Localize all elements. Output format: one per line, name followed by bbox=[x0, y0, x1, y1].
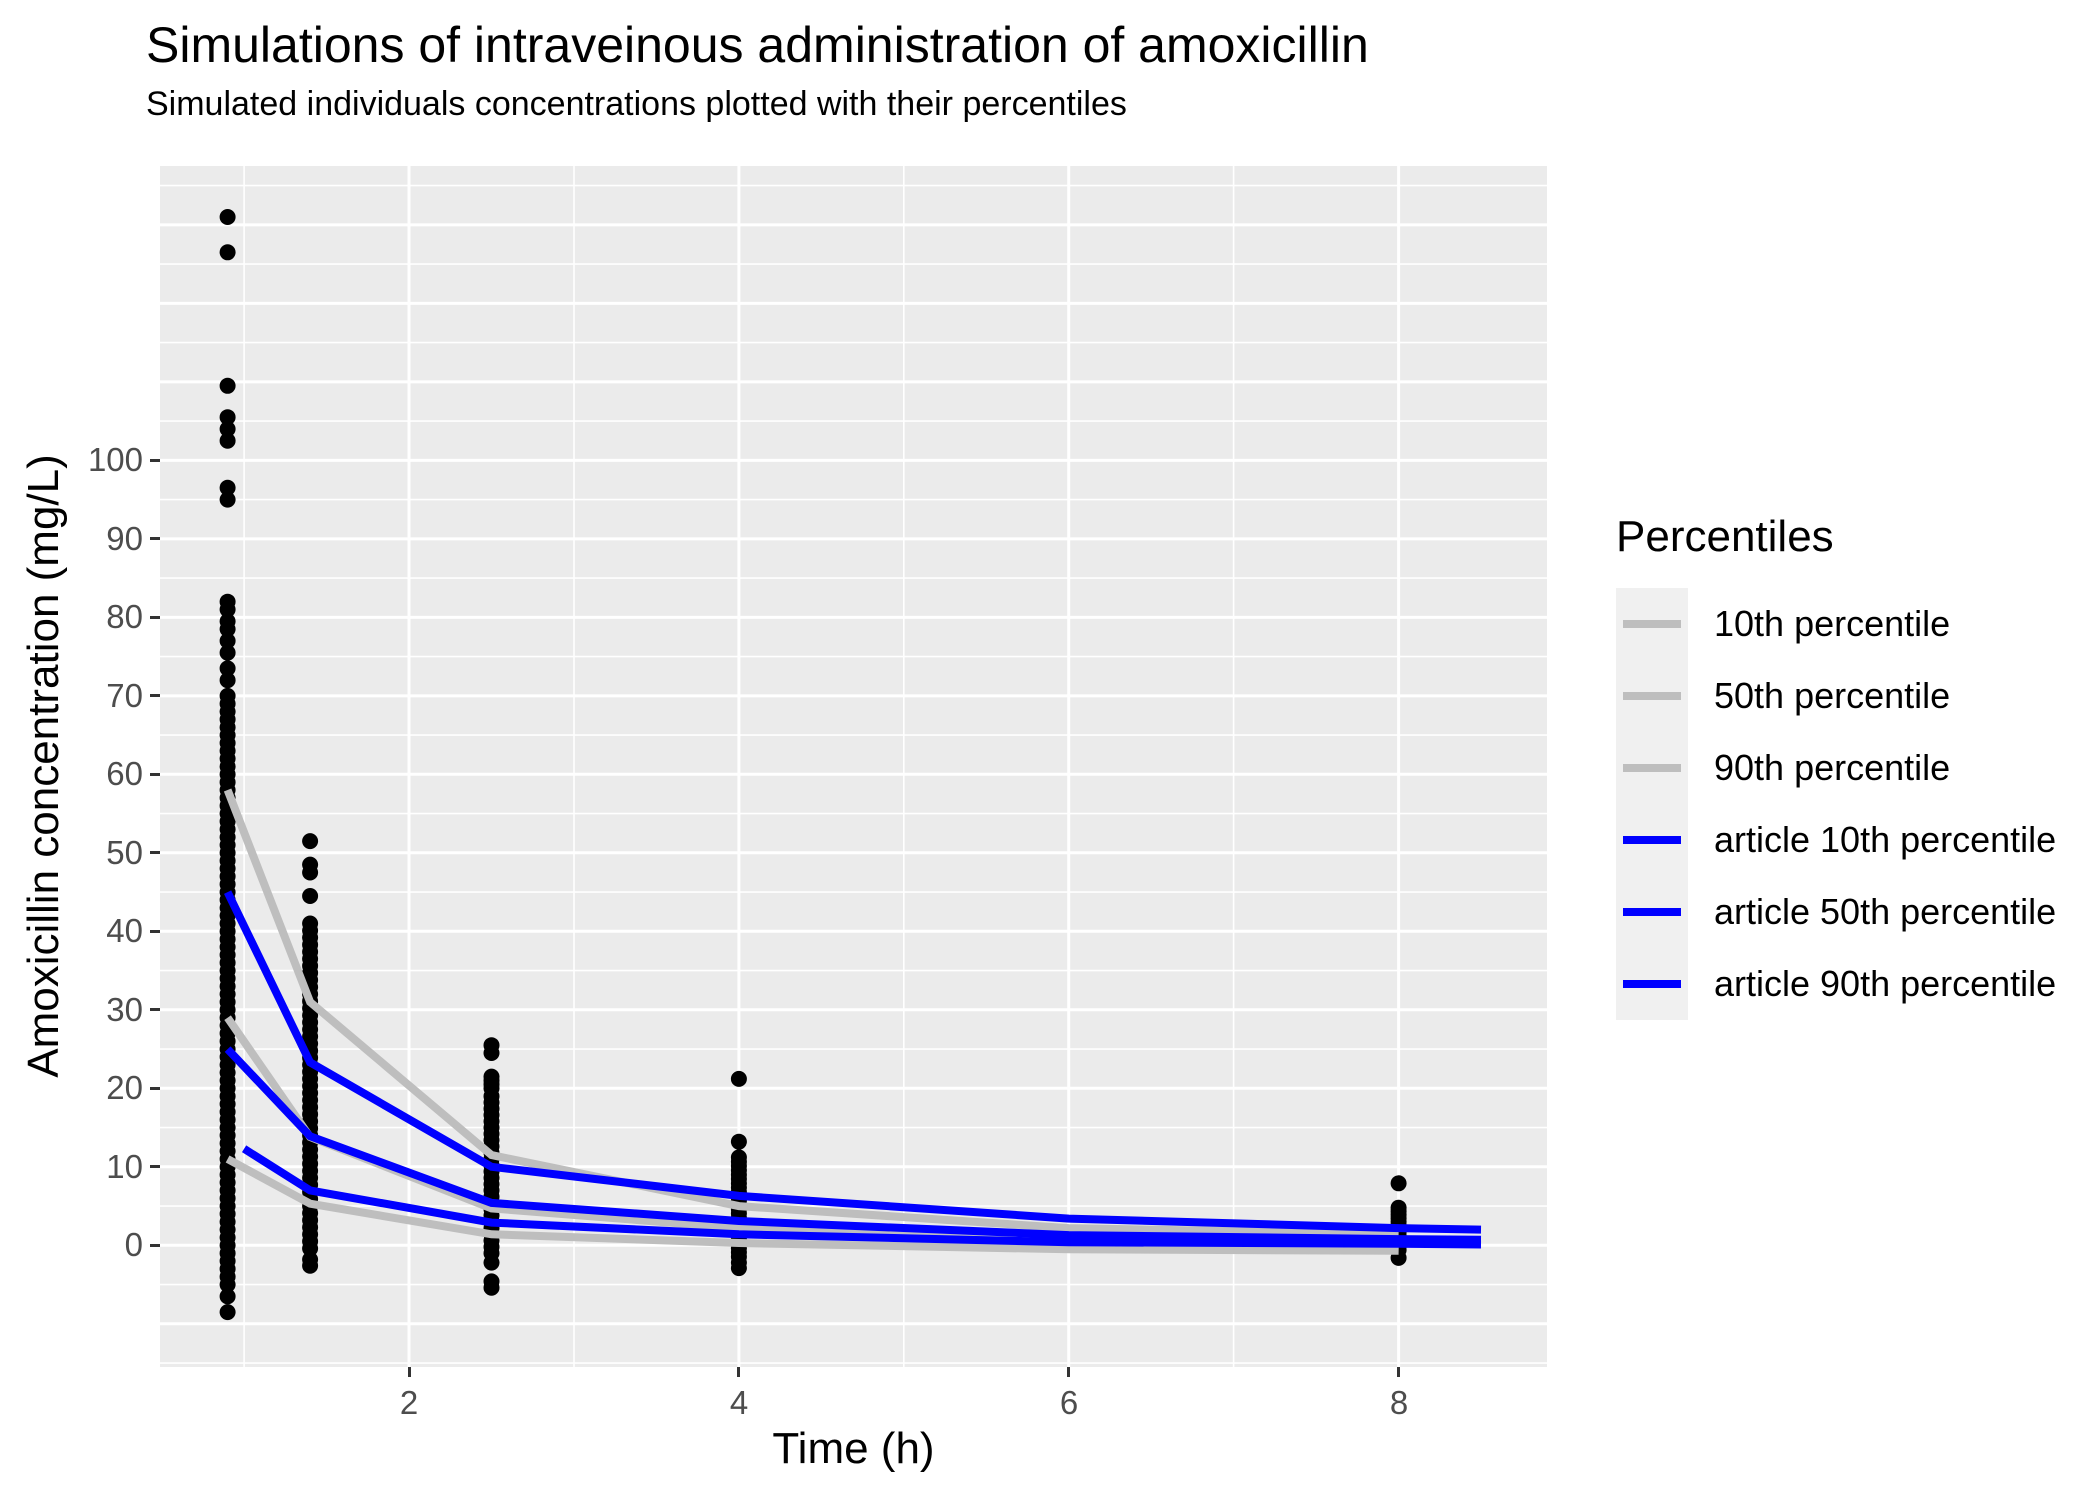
data-point bbox=[730, 1260, 747, 1277]
x-tick-mark bbox=[1067, 1367, 1070, 1377]
y-tick-mark bbox=[150, 616, 160, 619]
y-tick-label: 40 bbox=[106, 912, 143, 949]
y-tick-label: 30 bbox=[106, 991, 143, 1028]
data-point bbox=[219, 244, 236, 261]
plot-canvas bbox=[160, 166, 1547, 1367]
data-point bbox=[219, 209, 236, 225]
y-tick-label: 0 bbox=[124, 1226, 143, 1263]
plot-panel bbox=[160, 166, 1547, 1367]
data-point bbox=[302, 864, 319, 881]
legend-entry-label: 50th percentile bbox=[1714, 675, 1951, 716]
legend-entry: 50th percentile bbox=[1616, 660, 2056, 732]
y-tick-mark bbox=[150, 1008, 160, 1011]
legend-title: Percentiles bbox=[1616, 512, 1834, 561]
y-tick-label: 90 bbox=[106, 520, 143, 557]
percentile-line bbox=[225, 1155, 1399, 1255]
y-tick-label: 10 bbox=[106, 1148, 143, 1185]
x-axis-label: Time (h) bbox=[772, 1424, 935, 1473]
legend-key bbox=[1616, 588, 1688, 660]
scatter-points bbox=[219, 209, 1407, 1321]
y-tick-mark bbox=[150, 1087, 160, 1090]
y-tick-mark bbox=[150, 537, 160, 540]
y-tick-mark bbox=[150, 459, 160, 462]
data-point bbox=[1390, 1175, 1407, 1192]
y-tick-label: 60 bbox=[106, 755, 143, 792]
data-point bbox=[483, 1254, 500, 1271]
legend-key bbox=[1616, 732, 1688, 804]
legend-entry-label: 90th percentile bbox=[1714, 747, 1951, 788]
y-tick-label: 70 bbox=[106, 677, 143, 714]
data-point bbox=[219, 479, 236, 496]
y-tick-mark bbox=[150, 851, 160, 854]
data-point bbox=[219, 621, 236, 638]
y-tick-mark bbox=[150, 1244, 160, 1247]
data-point bbox=[219, 601, 236, 618]
data-point bbox=[219, 1288, 236, 1305]
legend-key bbox=[1616, 660, 1688, 732]
y-tick-label: 100 bbox=[87, 441, 143, 478]
legend-entry: 10th percentile bbox=[1616, 588, 2056, 660]
line-swatch-icon bbox=[1623, 836, 1681, 844]
y-axis-label: Amoxicillin concentration (mg/L) bbox=[19, 454, 68, 1078]
legend-entry: article 50th percentile bbox=[1616, 876, 2056, 948]
legend-key bbox=[1616, 876, 1688, 948]
chart-title: Simulations of intraveinous administrati… bbox=[146, 17, 1369, 73]
data-point bbox=[219, 672, 236, 689]
y-tick-label: 80 bbox=[106, 598, 143, 635]
x-tick-mark bbox=[408, 1367, 411, 1377]
x-tick-label: 6 bbox=[1059, 1384, 1079, 1421]
y-tick-mark bbox=[150, 1165, 160, 1168]
data-point bbox=[219, 421, 236, 437]
x-tick-mark bbox=[1397, 1367, 1400, 1377]
x-tick-label: 4 bbox=[729, 1384, 749, 1421]
data-point bbox=[219, 409, 236, 426]
y-tick-mark bbox=[150, 930, 160, 933]
percentile-line bbox=[241, 1145, 1482, 1249]
legend-key bbox=[1616, 948, 1688, 1020]
legend-entry: article 90th percentile bbox=[1616, 948, 2056, 1020]
line-swatch-icon bbox=[1623, 620, 1681, 628]
percentile-line bbox=[224, 890, 1482, 1234]
legend: Percentiles 10th percentile 50th percent… bbox=[1616, 512, 2056, 1020]
chart-subtitle: Simulated individuals concentrations plo… bbox=[146, 85, 1127, 123]
data-point bbox=[483, 1279, 500, 1296]
data-point bbox=[219, 1304, 236, 1321]
data-point bbox=[730, 1070, 747, 1087]
legend-entry-label: article 90th percentile bbox=[1714, 963, 2057, 1004]
data-point bbox=[302, 1257, 319, 1274]
y-tick-label: 50 bbox=[106, 834, 143, 871]
data-point bbox=[219, 660, 236, 677]
y-tick-mark bbox=[150, 773, 160, 776]
data-point bbox=[302, 888, 319, 904]
legend-entry-label: 10th percentile bbox=[1714, 603, 1951, 644]
data-point bbox=[219, 1276, 236, 1293]
y-tick-mark bbox=[150, 694, 160, 697]
legend-entry-label: article 10th percentile bbox=[1714, 819, 2057, 860]
legend-entry-label: article 50th percentile bbox=[1714, 891, 2057, 932]
x-tick-label: 2 bbox=[399, 1384, 419, 1421]
data-point bbox=[483, 1045, 500, 1061]
line-swatch-icon bbox=[1623, 764, 1681, 772]
line-swatch-icon bbox=[1623, 908, 1681, 916]
data-point bbox=[219, 632, 236, 649]
line-swatch-icon bbox=[1623, 980, 1681, 988]
data-point bbox=[219, 377, 236, 394]
y-tick-label: 20 bbox=[106, 1069, 143, 1106]
percentile-line bbox=[224, 1046, 1482, 1244]
x-tick-mark bbox=[737, 1367, 740, 1377]
data-point bbox=[219, 432, 236, 449]
data-point bbox=[302, 1240, 319, 1257]
data-point bbox=[730, 1133, 747, 1150]
data-point bbox=[219, 644, 236, 661]
data-point bbox=[219, 491, 236, 508]
legend-entry: article 10th percentile bbox=[1616, 804, 2056, 876]
line-swatch-icon bbox=[1623, 692, 1681, 700]
legend-entry: 90th percentile bbox=[1616, 732, 2056, 804]
legend-key bbox=[1616, 804, 1688, 876]
data-point bbox=[302, 833, 319, 850]
x-tick-label: 8 bbox=[1389, 1384, 1409, 1421]
